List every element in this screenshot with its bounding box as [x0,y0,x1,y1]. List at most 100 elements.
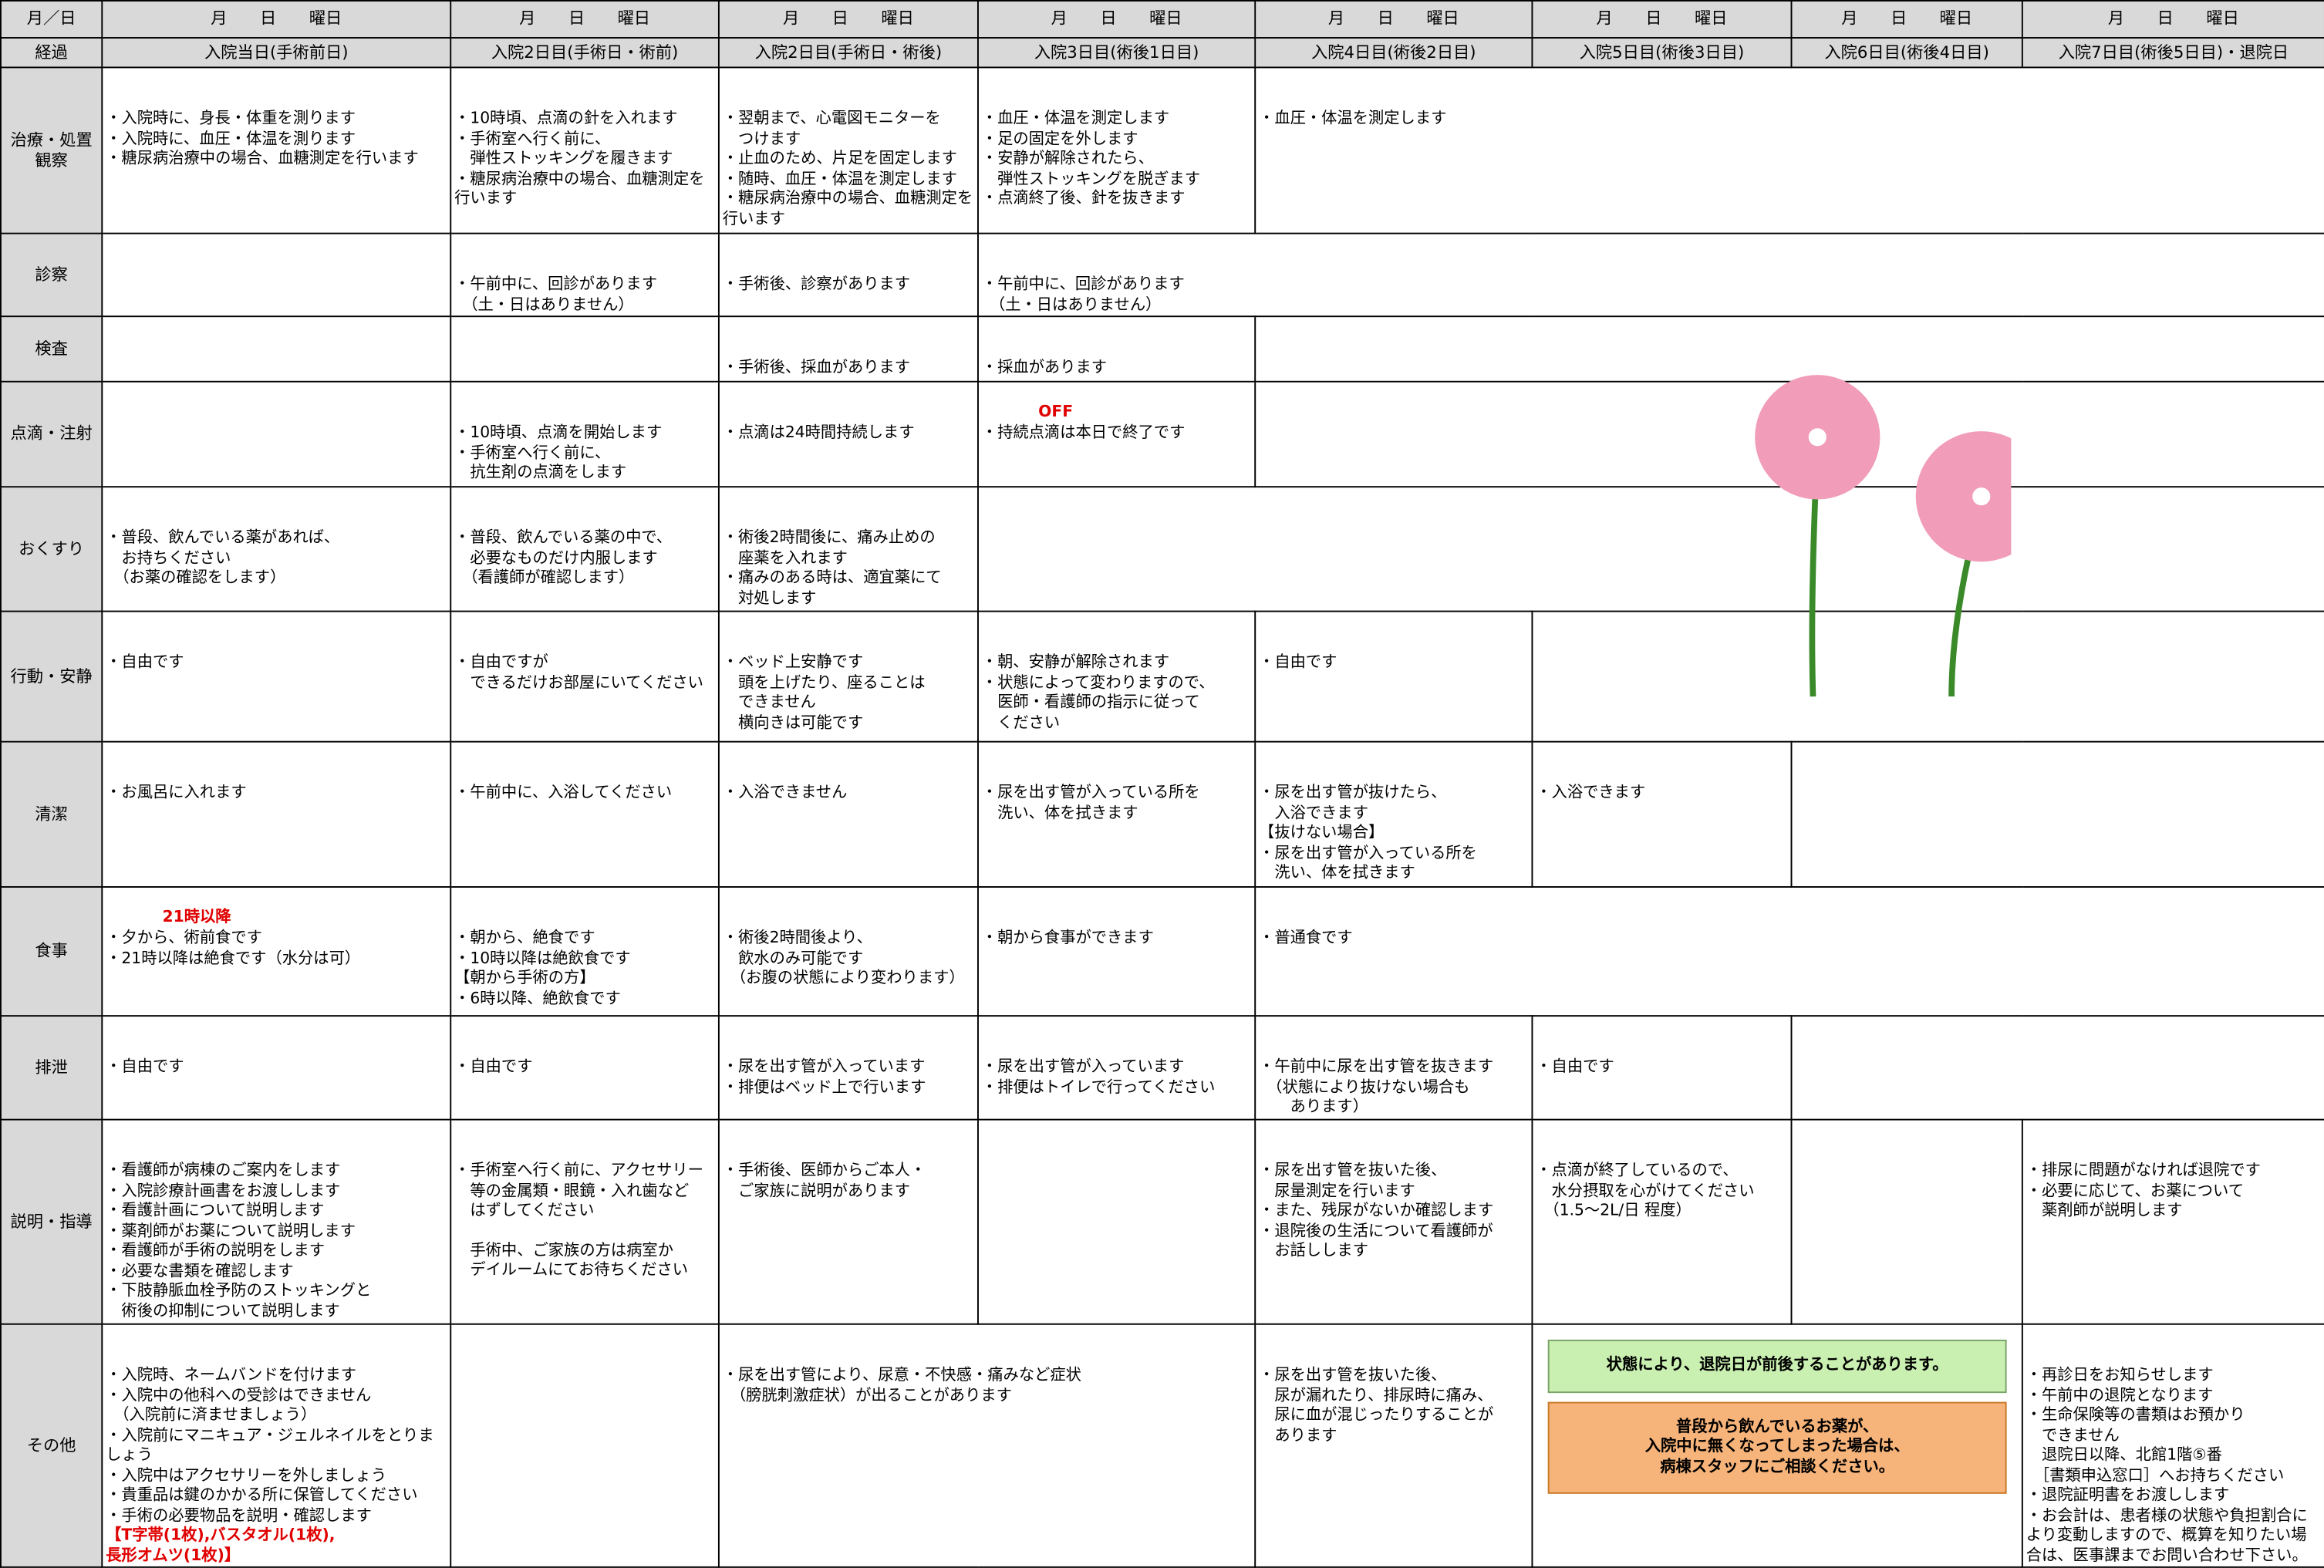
cell-line: お持ちください [106,548,231,567]
cell-line: 弾性ストッキングを脱ぎます [981,170,1201,188]
care-cell [976,1118,1256,1325]
spacer [454,1222,715,1241]
cell-line: 退院日以降、北館1階⑤番 [2025,1446,2222,1465]
care-cell: ・術後2時間後より、 飲水のみ可能です （お腹の状態により変わります） [717,885,979,1017]
cell-line: ・点滴は24時間持続します [722,423,915,442]
care-cell [1531,610,2324,743]
cell-line: ・看護師が手術の説明をします [106,1242,325,1260]
care-cell [1254,315,2324,383]
care-cell: ・尿を出す管が入っています ・排便はベッド上で行います [717,1015,979,1121]
care-row: 排泄 ・自由です ・自由です ・尿を出す管が入っています ・排便はベッド上で行います ・尿… [0,1015,2324,1121]
care-cell: ・入浴できます [1531,740,1793,888]
cell-line: ・再診日をお知らせします [2025,1366,2214,1384]
care-cell: ・10時頃、点滴の針を入れます ・手術室へ行く前に、 弾性ストッキングを履きます・… [450,66,720,234]
day-label: 入院6日目(術後4日目) [1824,42,1989,62]
cell-line: ・自由です [1259,653,1337,672]
cell-line: ・尿を出す管が入っている所を [981,784,1200,802]
care-cell: ・看護師が病棟のご案内をします ・入院診療計画書をお渡しします ・看護計画について説… [101,1118,452,1325]
cell-line: ・ベッド上安静です [722,653,864,672]
cell-line: ・入院時に、身長・体重を測ります [106,110,356,128]
care-cell: ・自由です [101,610,452,743]
care-cell: ・排尿に問題がなければ退院です ・必要に応じて、お薬について 薬剤師が説明します [2021,1118,2324,1325]
cell-line: ［書類申込窓口］へお持ちください [2025,1466,2285,1485]
cell-line: ・手術後、採血があります [722,358,911,377]
cell-line: できません [2025,1426,2120,1445]
banner-line: 病棟スタッフにご相談ください。 [1660,1457,1895,1475]
icon-text: 21時以降 [162,908,231,926]
cell-line: ・採血があります [981,358,1108,377]
care-cell: ・手術室へ行く前に、アクセサリー 等の金属類・眼鏡・入れ歯など はずしてください… [450,1118,720,1325]
cell-line: はずしてください [454,1202,595,1220]
date-cell: 月 日 曜日 [101,0,452,39]
row-label-cell: 食事 [0,885,103,1017]
care-cell: ・入院時に、身長・体重を測ります ・入院時に、血圧・体温を測ります ・糖尿病治療中の… [101,66,452,234]
cell-line: ・6時以降、絶飲食です [454,989,621,1007]
icon-text: OFF [1038,403,1074,421]
cell-line: 尿に血が混じったりすることが [1259,1406,1494,1425]
care-cell: ・入院時、ネームバンドを付けます ・入院中の他科への受診はできません （入院前に済… [101,1323,452,1568]
cell-line: ・普段、飲んでいる薬があれば、 [106,528,340,547]
care-cell: ・午前中に、入浴してください [450,740,720,888]
day-label: 入院当日(手術前日) [204,42,349,62]
cell-line: 【抜けない場合】 [1259,824,1385,842]
red-line: 長形オムツ(1枚)】 [106,1546,241,1565]
cell-line: ・自由です [1536,1057,1614,1076]
date-label: 月 日 曜日 [1596,9,1728,29]
cell-line: ・止血のため、片足を固定します [722,150,957,168]
row-label-cell: 排泄 [0,1015,103,1121]
care-row: 清潔 ・お風呂に入れます ・午前中に、入浴してください ・入浴できません ・尿を出す管が… [0,740,2324,888]
corner-cell: 月／日 [0,0,103,39]
cell-line: ・尿を出す管が入っています [981,1057,1185,1076]
care-row: 行動・安静 ・自由です ・自由ですが できるだけお部屋にいてください ・ベッド上安静で… [0,610,2324,743]
cell-line: ・状態によって変わりますので、 [981,673,1215,692]
cell-line: デイルームにてお待ちください [454,1261,689,1280]
cell-line: ・糖尿病治療中の場合、血糖測定を行います [454,170,705,207]
care-cell [1790,1118,2023,1325]
cell-line: ・血圧・体温を測定します [981,110,1170,128]
cell-line: ・尿を出す管が入っている所を [1259,844,1477,862]
cell-line: ・21時以降は絶食です（水分は可） [106,949,361,967]
care-cell [976,486,2324,612]
care-cell [101,380,452,488]
day-label: 入院3日目(術後1日目) [1034,42,1199,62]
cell-line: ・手術室へ行く前に、 [454,130,611,148]
cell-line: 飲水のみ可能です [722,949,864,967]
care-cell: 21時以降 ・夕から、術前食です ・21時以降は絶食です（水分は可） [101,885,452,1017]
care-cell: ・血圧・体温を測定します ・足の固定を外します ・安静が解除されたら、 弾性ストッキ… [976,66,1256,234]
cell-line: 水分摂取を心がけてください [1536,1182,1755,1200]
care-cell: ・再診日をお知らせします ・午前中の退院となります ・生命保険等の書類はお預かり で… [2021,1323,2324,1568]
date-label: 月 日 曜日 [782,9,914,29]
cell-line: ・下肢静脈血栓予防のストッキングと [106,1282,372,1300]
cell-line: 術後の抑制について説明します [106,1301,340,1320]
row-label: 治療・処置観察 [10,130,93,170]
care-cell: 状態により、退院日が前後することがあります。 普段から飲んでいるお薬が、 入院中に無… [1531,1323,2023,1568]
care-cell: ・手術後、医師からご本人・ ご家族に説明があります [717,1118,979,1325]
cell-line: ・入院中はアクセサリーを外しましょう [106,1466,387,1485]
cell-line: ・自由ですが [454,653,548,672]
date-cell: 月 日 曜日 [450,0,720,39]
care-cell: ・普段、飲んでいる薬があれば、 お持ちください （お薬の確認をします） [101,486,452,612]
row-label: 診察 [35,265,68,285]
date-cell: 月 日 曜日 [1531,0,1793,39]
date-label: 月 日 曜日 [1327,9,1459,29]
row-label-cell: 治療・処置観察 [0,66,103,234]
cell-line: ・排便はベッド上で行います [722,1077,926,1096]
cell-line: ・看護計画について説明します [106,1202,325,1220]
day-label: 入院2日目(手術日・術前) [491,42,679,62]
progress-row: 経過 入院当日(手術前日) 入院2日目(手術日・術前) 入院2日目(手術日・術後) 入院… [0,37,2324,69]
day-cell: 入院当日(手術前日) [101,37,452,69]
row-label-cell: おくすり [0,486,103,612]
row-label: 点滴・注射 [10,424,93,443]
care-cell: ・自由ですが できるだけお部屋にいてください [450,610,720,743]
cell-line: ・尿を出す管が抜けたら、 [1259,784,1447,802]
cell-line: ・自由です [106,1057,184,1076]
care-cell: ・尿を出す管により、尿意・不快感・痛みなど症状 （膀胱刺激症状）が出ることがあり… [717,1323,1256,1568]
cell-line: ・排便はトイレで行ってください [981,1077,1216,1096]
care-cell: ・自由です [1254,610,1533,743]
cell-line: 薬剤師が説明します [2025,1202,2183,1220]
banner-line: 状態により、退院日が前後することがあります。 [1606,1356,1948,1374]
care-cell: ・手術後、採血があります [717,315,979,383]
care-cell: ・午前中に、回診があります （土・日はありません） [450,232,720,318]
